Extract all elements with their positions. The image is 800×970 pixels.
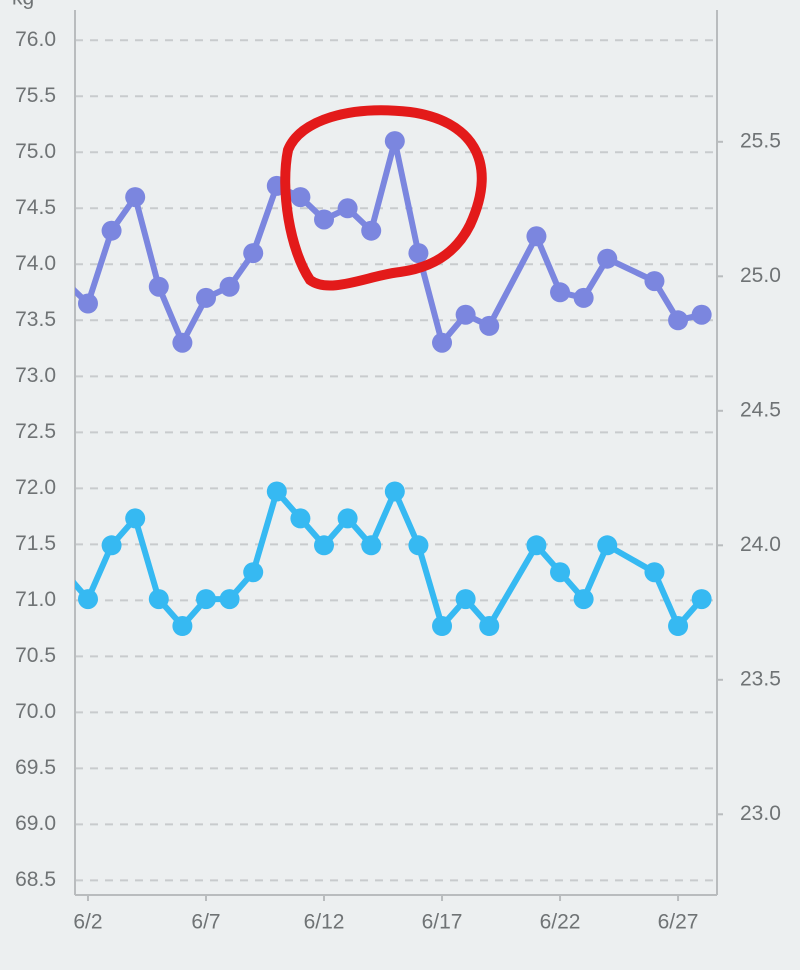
data-point <box>432 616 453 637</box>
data-point <box>219 276 240 297</box>
data-point <box>644 271 665 292</box>
y-tick-label: 70.0 <box>15 700 56 723</box>
data-point <box>54 271 74 291</box>
data-point <box>455 304 476 325</box>
data-point <box>573 589 594 610</box>
y-tick-label: 68.5 <box>15 868 56 891</box>
y-tick-label: 72.0 <box>15 476 56 499</box>
y-tick-label: 72.5 <box>15 420 56 443</box>
data-point <box>243 562 264 583</box>
data-point <box>408 243 429 264</box>
data-point <box>337 508 358 529</box>
data-point <box>384 481 405 502</box>
y2-tick-label: 25.0 <box>740 264 781 287</box>
data-point <box>148 589 169 610</box>
data-point <box>148 276 169 297</box>
data-point <box>101 220 122 241</box>
data-point <box>172 332 193 353</box>
data-point <box>668 616 689 637</box>
red-circle-annotation <box>280 105 487 291</box>
data-point <box>384 131 405 152</box>
data-point <box>668 310 689 331</box>
y-tick-label: 70.5 <box>15 644 56 667</box>
data-point <box>125 508 146 529</box>
data-point <box>77 293 98 314</box>
y-tick-label: 74.0 <box>15 252 56 275</box>
data-point <box>77 589 98 610</box>
x-tick-label: 6/22 <box>540 911 581 934</box>
y-tick-label: 69.0 <box>15 812 56 835</box>
y-tick-label: 76.0 <box>15 28 56 51</box>
x-tick-label: 6/7 <box>191 911 220 934</box>
data-point <box>691 304 712 325</box>
x-tick-label: 6/17 <box>422 911 463 934</box>
y-tick-label: 71.0 <box>15 588 56 611</box>
data-point <box>691 589 712 610</box>
data-point <box>479 315 500 336</box>
y-tick-label: 73.0 <box>15 364 56 387</box>
y-axis-label: kg <box>12 0 34 10</box>
data-point <box>195 287 216 308</box>
y-tick-label: 75.0 <box>15 140 56 163</box>
data-point <box>195 589 216 610</box>
data-point <box>219 589 240 610</box>
data-point <box>361 220 382 241</box>
data-point <box>172 616 193 637</box>
data-point <box>243 243 264 264</box>
x-tick-label: 6/12 <box>304 911 345 934</box>
y-tick-label: 73.5 <box>15 308 56 331</box>
data-point <box>266 481 287 502</box>
data-point <box>125 187 146 208</box>
data-point <box>361 535 382 556</box>
x-tick-label: 6/2 <box>73 911 102 934</box>
y-tick-label: 75.5 <box>15 84 56 107</box>
data-point <box>337 198 358 219</box>
data-point <box>479 616 500 637</box>
data-point <box>597 248 618 269</box>
data-point <box>314 209 335 230</box>
data-point <box>408 535 429 556</box>
series-line <box>75 138 703 346</box>
y2-tick-label: 23.0 <box>740 802 781 825</box>
y2-tick-label: 25.5 <box>740 129 781 152</box>
data-point <box>597 535 618 556</box>
data-point <box>101 535 122 556</box>
data-point <box>455 589 476 610</box>
data-point <box>550 562 571 583</box>
y-tick-label: 74.5 <box>15 196 56 219</box>
data-point <box>644 562 665 583</box>
y-tick-label: 71.5 <box>15 532 56 555</box>
data-point <box>290 187 311 208</box>
y-tick-label: 69.5 <box>15 756 56 779</box>
y2-tick-label: 24.0 <box>740 533 781 556</box>
y2-tick-label: 24.5 <box>740 398 781 421</box>
data-point <box>550 282 571 303</box>
data-point <box>314 535 335 556</box>
data-point <box>432 332 453 353</box>
x-tick-label: 6/27 <box>658 911 699 934</box>
data-point <box>573 287 594 308</box>
data-point <box>54 562 74 582</box>
data-point <box>526 535 547 556</box>
data-point <box>526 226 547 247</box>
data-point <box>290 508 311 529</box>
y2-tick-label: 23.5 <box>740 667 781 690</box>
